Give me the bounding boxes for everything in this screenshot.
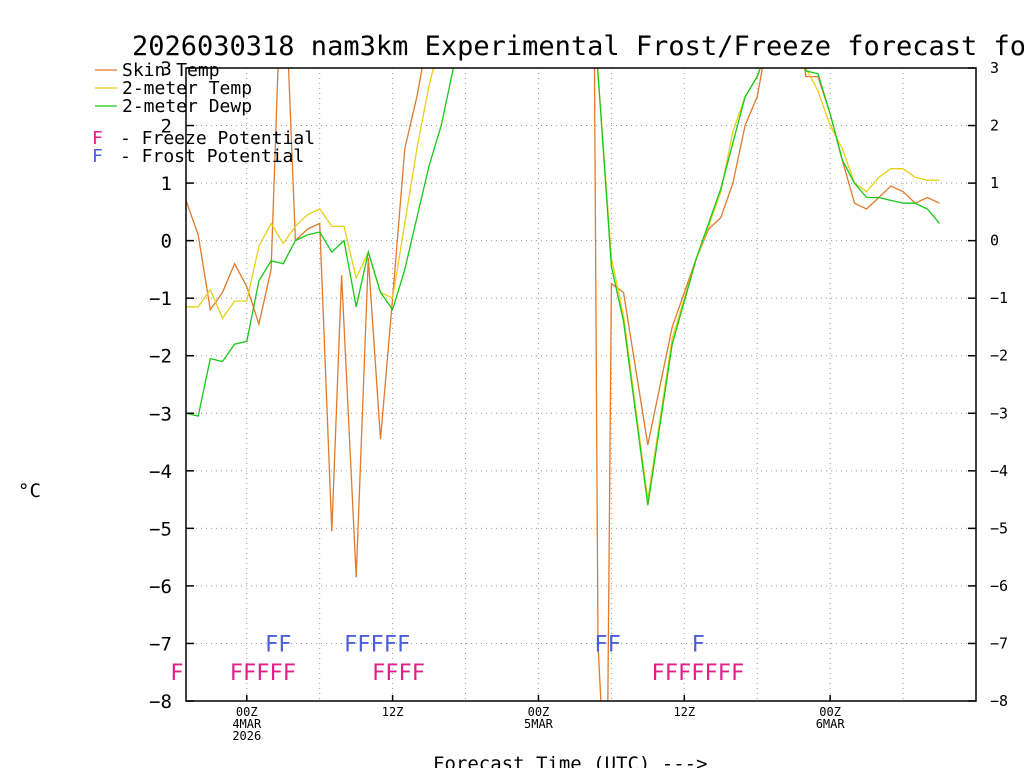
chart-title: 2026030318 nam3km Experimental Frost/Fre… (132, 31, 1024, 62)
frost-potential-mark: FFFFF (344, 632, 410, 657)
freeze-potential-mark: F (170, 661, 183, 686)
y-axis-ticks: −8 −8 −7 −7 −6 −6 −5 −5 −4 −4 −3 −3 −2 −2 −1 −1 0 0 1 1 2 2 3 3 (149, 58, 1008, 713)
y-tick-label-left: −4 (149, 461, 172, 483)
y-tick-label-left: −7 (149, 633, 172, 655)
dewp-series-line (186, 68, 940, 506)
y-axis-label: °C (18, 480, 41, 502)
x-tick-label: 6MAR (816, 717, 846, 731)
y-tick-label-left: 1 (161, 173, 172, 195)
legend-frost-potential: - Frost Potential (120, 146, 304, 167)
y-tick-label-right: 2 (990, 117, 999, 135)
y-tick-label-right: −2 (990, 347, 1008, 365)
frost-potential-mark: FF (594, 632, 621, 657)
series-layer (186, 68, 940, 701)
y-tick-label-left: −6 (149, 576, 172, 598)
legend-freeze-mark: F (92, 128, 103, 149)
y-tick-label-right: −3 (990, 404, 1008, 422)
x-tick-label: 12Z (382, 705, 404, 719)
y-tick-label-left: −3 (149, 403, 172, 425)
y-tick-label-right: 3 (990, 59, 999, 77)
x-tick-label: 12Z (673, 705, 695, 719)
frost-freeze-marks: FF FFFFF FF FF FFFFF FFFF FFFFFFF (170, 632, 744, 686)
x-tick-label: 5MAR (524, 717, 554, 731)
y-tick-label-right: 1 (990, 174, 999, 192)
y-tick-label-right: −4 (990, 462, 1008, 480)
x-tick-label: 00Z (819, 705, 841, 719)
freeze-potential-mark: FFFFFFF (651, 661, 744, 686)
plot-frame (185, 67, 977, 702)
y-tick-label-right: −8 (990, 692, 1008, 710)
legend: Skin Temp 2-meter Temp 2-meter Dewp F - … (92, 60, 315, 167)
frost-potential-mark: FF (265, 632, 292, 657)
frost-potential-mark: F (692, 632, 705, 657)
temp-series-line (186, 68, 940, 500)
y-tick-label-left: −5 (149, 518, 172, 540)
legend-skin-temp: Skin Temp (122, 60, 220, 81)
y-tick-label-left: −2 (149, 346, 172, 368)
x-tick-label: 00Z (528, 705, 550, 719)
y-tick-label-right: 0 (990, 232, 999, 250)
freeze-potential-mark: FFFFF (230, 661, 296, 686)
y-tick-label-left: 0 (161, 231, 172, 253)
x-tick-label: 4MAR (232, 717, 262, 731)
legend-frost-mark: F (92, 146, 103, 167)
legend-2m-dewp: 2-meter Dewp (122, 96, 252, 117)
y-tick-label-left: 2 (161, 116, 172, 138)
y-tick-label-right: −6 (990, 577, 1008, 595)
x-tick-label: 2026 (232, 729, 261, 743)
freeze-potential-mark: FFFF (372, 661, 425, 686)
legend-freeze-potential: - Freeze Potential (120, 128, 315, 149)
y-tick-label-right: −5 (990, 519, 1008, 537)
x-axis-label: Forecast Time (UTC) ---> (433, 753, 708, 768)
y-tick-label-left: −8 (149, 691, 172, 713)
x-tick-label: 00Z (236, 705, 258, 719)
legend-2m-temp: 2-meter Temp (122, 78, 252, 99)
grid-layer (186, 68, 976, 701)
y-tick-label-left: 3 (161, 58, 172, 80)
y-tick-label-right: −1 (990, 289, 1008, 307)
y-tick-label-right: −7 (990, 634, 1008, 652)
y-tick-label-left: −1 (149, 288, 172, 310)
